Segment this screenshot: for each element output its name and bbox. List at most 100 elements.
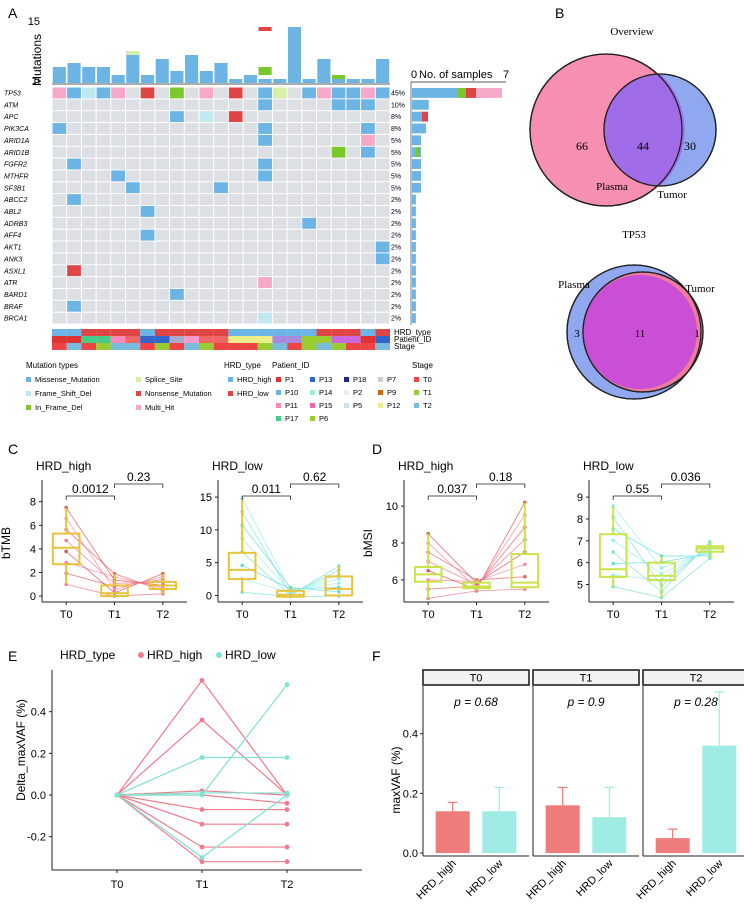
grid-cell — [184, 241, 199, 253]
pvalue-label: 0.037 — [437, 482, 467, 496]
grid-cell — [155, 194, 170, 205]
panel-label-c: C — [8, 441, 18, 457]
grid-cell — [331, 241, 346, 253]
grid-cell — [199, 158, 214, 170]
grid-cell — [67, 217, 81, 229]
grid-cell — [272, 170, 287, 182]
grid-cell — [375, 312, 390, 324]
oncoprint-panel: Mutations 15 0 0 No. of samples 7 HRD_ty… — [3, 16, 509, 423]
oncoprint-y-label: Mutations — [30, 34, 44, 86]
oncoprint-y-tick-max: 15 — [28, 16, 40, 28]
grid-cell — [199, 99, 214, 111]
annotation-patient-cell — [213, 336, 229, 343]
gene-percent: 2% — [391, 304, 401, 311]
annotation-stage-cell — [228, 343, 244, 350]
venn-tp53-overlap — [583, 275, 697, 389]
grid-cell — [361, 265, 375, 277]
mutation-cell — [67, 265, 81, 277]
grid-cell — [317, 312, 331, 324]
paired-point — [112, 587, 117, 592]
grid-cell — [125, 123, 140, 134]
sample-count-bar — [476, 88, 502, 98]
grid-cell — [52, 253, 67, 265]
mutation-count-bar — [361, 79, 375, 83]
venn-tp53-tumor-outline — [582, 271, 704, 393]
pvalue-bracket — [427, 495, 477, 500]
grid-cell — [184, 170, 199, 182]
grid-cell — [214, 170, 228, 182]
grid-cell — [331, 265, 346, 277]
gene-label: ATR — [3, 280, 17, 287]
line-legend-high: HRD_high — [147, 648, 202, 662]
pvalue-label: 0.18 — [489, 470, 513, 484]
boxplot-title: HRD_high — [398, 459, 453, 473]
pvalue-bracket — [65, 495, 115, 500]
grid-cell — [52, 146, 67, 158]
annotation-patient-cell — [228, 336, 244, 343]
mutation-cell — [375, 241, 390, 253]
grid-cell — [243, 146, 258, 158]
grid-cell — [140, 182, 155, 194]
grid-cell — [111, 99, 125, 111]
grid-cell — [52, 111, 67, 123]
grid-cell — [361, 194, 375, 205]
grid-cell — [199, 300, 214, 312]
grid-cell — [331, 206, 346, 217]
grid-cell — [170, 123, 184, 134]
panel-label-f: F — [372, 648, 381, 664]
facet-title: T2 — [690, 673, 703, 685]
grid-cell — [155, 99, 170, 111]
line-legend-title: HRD_type — [60, 648, 116, 662]
grid-cell — [155, 300, 170, 312]
grid-cell — [317, 300, 331, 312]
mutation-cell — [214, 182, 228, 194]
grid-cell — [184, 146, 199, 158]
annotation-patient-cell — [52, 336, 67, 343]
mutation-cell — [258, 99, 272, 111]
mutation-cell — [302, 87, 317, 99]
annotation-hrd-cell — [125, 329, 141, 336]
grid-cell — [361, 277, 375, 288]
sample-count-bar — [458, 88, 466, 98]
grid-cell — [184, 99, 199, 111]
mutation-count-bar — [302, 79, 316, 83]
stage-legend-label: T0 — [423, 375, 432, 384]
grid-cell — [67, 288, 81, 300]
grid-cell — [96, 229, 111, 241]
grid-cell — [111, 134, 125, 146]
sample-count-bar — [412, 230, 416, 241]
grid-cell — [111, 194, 125, 205]
gene-label: PIK3CA — [4, 126, 29, 133]
facet-title: T1 — [580, 673, 593, 685]
grid-cell — [317, 99, 331, 111]
annotation-patient-cell — [125, 336, 141, 343]
facet-pvalue: p = 0.9 — [566, 695, 604, 709]
annotation-hrd-cell — [96, 329, 111, 336]
mutation-cell — [258, 158, 272, 170]
grid-cell — [67, 241, 81, 253]
grid-cell — [67, 206, 81, 217]
grid-cell — [170, 300, 184, 312]
mutation-cell — [170, 288, 184, 300]
mutation-count-bar — [214, 63, 228, 83]
annotation-stage-cell — [272, 343, 288, 350]
grid-cell — [111, 123, 125, 134]
patient-legend-swatch — [344, 377, 349, 382]
grid-cell — [228, 241, 243, 253]
boxplot: HRD_high bTMB 0 2 4 6 8 T0 T1 T2 0.0012 0.23 — [0, 459, 187, 621]
mutation-cell — [228, 111, 243, 123]
grid-cell — [272, 265, 287, 277]
grid-cell — [272, 146, 287, 158]
mutation-count-bar — [258, 79, 272, 83]
grid-cell — [346, 241, 361, 253]
gene-label: SF3B1 — [4, 185, 26, 192]
annotation-stage-cell — [331, 343, 346, 350]
boxplot-y-tick-label: 4 — [30, 544, 36, 556]
mutation-count-bar — [287, 27, 302, 83]
mutation-count-bar — [185, 55, 199, 83]
grid-cell — [96, 277, 111, 288]
boxplot-x-tick-label: T2 — [332, 609, 345, 621]
grid-cell — [317, 194, 331, 205]
mutation-cell — [258, 134, 272, 146]
sample-count-bar — [412, 123, 427, 134]
